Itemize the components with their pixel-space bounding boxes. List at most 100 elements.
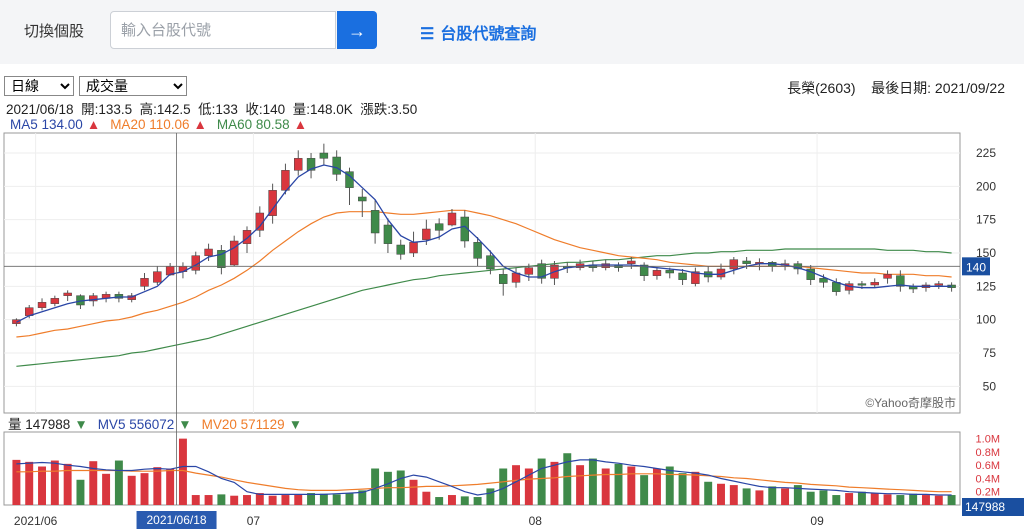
- volume-bar: [473, 497, 482, 505]
- ohlc-summary: 2021/06/18 開:133.5 高:142.5 低:133 收:140 量…: [6, 102, 418, 117]
- volume-legend-label: MV20 571129: [201, 417, 285, 432]
- period-select[interactable]: 日線: [4, 76, 74, 96]
- volume-bar: [704, 481, 713, 505]
- volume-bar: [537, 458, 546, 505]
- volume-bar: [896, 495, 905, 505]
- volume-bar: [742, 488, 751, 505]
- volume-bar: [922, 495, 930, 505]
- volume-bar: [909, 493, 918, 505]
- volume-bar: [191, 495, 200, 505]
- candle-body: [89, 295, 98, 302]
- mv20-line: [16, 469, 952, 493]
- volume-bar: [448, 495, 456, 505]
- candle-body: [691, 271, 700, 284]
- crosshair-date-tag: [136, 511, 217, 529]
- volume-bar: [383, 471, 392, 505]
- ma-legend: MA5 134.00 ▲ MA20 110.06 ▲ MA60 80.58 ▲: [10, 117, 317, 132]
- volume-bar: [486, 488, 495, 505]
- price-tick-label: 100: [976, 313, 996, 327]
- volume-bar: [178, 438, 187, 505]
- date-tick-label: 08: [529, 514, 543, 528]
- volume-tick-label: 0.2M: [976, 487, 1000, 499]
- volume-bar: [281, 495, 290, 505]
- volume-bar: [230, 495, 239, 505]
- price-panel: [3, 132, 961, 414]
- candle-body: [396, 244, 405, 255]
- volume-bar: [25, 461, 34, 505]
- volume-bar: [102, 473, 111, 505]
- price-tick-label: 225: [976, 146, 996, 160]
- candle-body: [819, 278, 828, 283]
- volume-bar: [422, 491, 431, 505]
- volume-bar: [781, 488, 790, 505]
- volume-bar: [614, 463, 623, 505]
- candle-body: [601, 263, 610, 268]
- volume-bar: [38, 466, 46, 505]
- candle-body: [383, 224, 393, 244]
- price-tick-label: 125: [976, 279, 996, 293]
- candle-body: [50, 298, 60, 304]
- volume-legend-label: MV5 556072: [97, 417, 175, 432]
- volume-bar: [845, 493, 854, 505]
- volume-legend-trend-icon: ▼: [288, 417, 303, 432]
- volume-bar: [652, 468, 661, 505]
- ma-legend-trend-icon: ▲: [86, 117, 101, 132]
- indicator-select[interactable]: 成交量: [79, 76, 187, 96]
- candle-body: [447, 212, 457, 226]
- candle-body: [883, 274, 892, 279]
- crosshair-date-label: 2021/06/18: [147, 513, 207, 527]
- price-tick-label: 75: [983, 346, 997, 360]
- candle-body: [140, 278, 149, 287]
- ma-legend-label: MA60 80.58: [216, 117, 290, 132]
- volume-bar: [627, 466, 636, 505]
- candle-body: [63, 292, 72, 296]
- volume-tick-label: 0.8M: [976, 447, 1000, 459]
- stock-search-input[interactable]: [110, 11, 336, 49]
- volume-bar: [204, 495, 213, 505]
- volume-bar: [793, 485, 802, 505]
- price-tick-label: 175: [976, 213, 996, 227]
- volume-bar: [665, 466, 674, 505]
- candle-body: [524, 267, 534, 275]
- ma-legend-trend-icon: ▲: [193, 117, 207, 132]
- candle-body: [652, 270, 662, 276]
- ma-legend-label: MA20 110.06: [110, 117, 190, 132]
- stock-info: 長榮(2603) 最後日期: 2021/09/22: [787, 78, 1005, 98]
- candle-body: [242, 230, 252, 244]
- volume-bar: [243, 495, 251, 505]
- crosshair-volume-tag: [962, 498, 1024, 516]
- crosshair-price-label: 140: [966, 260, 986, 274]
- volume-bar: [717, 483, 725, 505]
- volume-legend: 量 147988 ▼ MV5 556072 ▼ MV20 571129 ▼: [8, 413, 312, 433]
- volume-bar: [883, 494, 892, 505]
- volume-bar: [857, 491, 866, 505]
- candle-body: [473, 242, 482, 259]
- volume-bar: [255, 493, 264, 505]
- candle-body: [409, 242, 418, 254]
- volume-bar: [345, 493, 354, 505]
- volume-bar: [268, 495, 277, 505]
- candle-body: [217, 250, 226, 268]
- volume-bar: [563, 453, 572, 505]
- candle-body: [319, 152, 329, 159]
- ma-legend-trend-icon: ▲: [293, 117, 308, 132]
- stock-code-lookup-link[interactable]: ☰ 台股代號查詢: [420, 20, 536, 44]
- candle-body: [127, 295, 136, 300]
- volume-bar: [640, 475, 649, 505]
- volume-bar: [114, 460, 123, 505]
- volume-bar: [50, 460, 59, 505]
- volume-bar: [934, 495, 943, 505]
- candle-body: [537, 263, 546, 279]
- volume-bar: [870, 493, 879, 505]
- last-date: 最後日期: 2021/09/22: [871, 80, 1005, 96]
- candle-body: [870, 282, 879, 286]
- volume-bar: [729, 485, 738, 505]
- search-submit-button[interactable]: →: [337, 11, 377, 49]
- volume-bar: [588, 458, 597, 505]
- candle-body: [896, 275, 905, 287]
- candle-body: [639, 264, 649, 276]
- volume-tick-label: 0.6M: [976, 460, 1000, 472]
- candle-body: [358, 196, 367, 202]
- candle-body: [294, 158, 303, 171]
